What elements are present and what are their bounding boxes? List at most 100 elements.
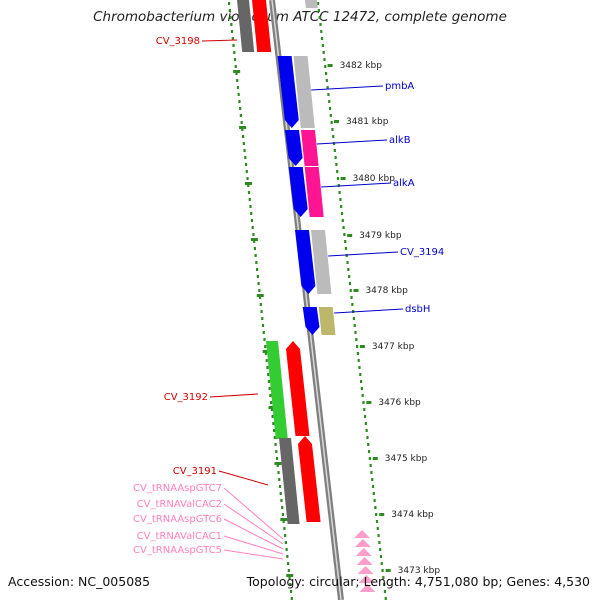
kbp-label: 3479 kbp: [359, 231, 402, 241]
inner-tick-dot: [286, 562, 290, 565]
inner-tick-dot: [264, 345, 267, 348]
forward-gene-leader-line: [311, 85, 384, 91]
outer-tick-dot: [354, 331, 357, 334]
inner-tick-dot: [245, 170, 248, 173]
inner-major-tick: [256, 294, 264, 297]
outer-tick-dot: [380, 562, 383, 565]
outer-tick-dot: [362, 401, 365, 404]
outer-tick-dot: [327, 93, 330, 96]
outer-major-tick: [366, 401, 372, 404]
outer-tick-dot: [353, 324, 356, 327]
outer-tick-dot: [346, 261, 349, 264]
inner-tick-dot: [233, 51, 236, 54]
inner-tick-dot: [250, 212, 253, 215]
inner-tick-dot: [235, 72, 238, 75]
outer-tick-dot: [359, 373, 362, 376]
inner-tick-dot: [256, 275, 259, 278]
top-grey-feature: [237, 0, 255, 52]
outer-tick-dot: [378, 541, 381, 544]
outer-tick-dot: [367, 443, 370, 446]
top-forward-feature: [305, 0, 318, 8]
forward-gene-label: CV_3194: [400, 247, 444, 258]
forward-gene-companion-box: [311, 230, 332, 294]
trna-gene-label: CV_tRNAAspGTC6: [133, 514, 222, 525]
forward-gene-arrow: [302, 307, 320, 335]
forward-gene-companion-box: [304, 167, 324, 217]
outer-major-tick: [340, 177, 346, 180]
forward-gene-companion-box: [301, 130, 319, 166]
inner-tick-dot: [270, 408, 273, 411]
inner-tick-dot: [244, 163, 248, 166]
outer-tick-dot: [375, 520, 379, 523]
forward-gene-label: pmbA: [385, 81, 414, 92]
outer-tick-dot: [344, 247, 348, 250]
inner-tick-dot: [242, 142, 245, 145]
inner-tick-dot: [253, 240, 256, 243]
outer-tick-dot: [351, 303, 354, 306]
reverse-green-feature: [266, 341, 288, 439]
inner-tick-dot: [280, 499, 283, 502]
outer-tick-dot: [321, 44, 324, 47]
outer-tick-dot: [324, 72, 328, 75]
inner-tick-dot: [279, 492, 282, 495]
outer-tick-dot: [345, 254, 348, 257]
outer-tick-dot: [329, 114, 332, 117]
outer-tick-dot: [373, 499, 376, 502]
inner-tick-dot: [230, 30, 234, 33]
reverse-gene-arrow: [298, 436, 321, 522]
outer-tick-dot: [334, 156, 337, 159]
reverse-gene-leader-line: [209, 393, 259, 398]
inner-tick-dot: [239, 107, 242, 110]
outer-tick-dot: [320, 30, 323, 33]
outer-major-tick: [359, 345, 365, 348]
outer-tick-dot: [359, 380, 363, 383]
inner-tick-dot: [267, 380, 271, 383]
outer-tick-dot: [379, 555, 383, 558]
inner-tick-dot: [271, 415, 274, 418]
inner-major-tick: [239, 126, 247, 129]
outer-tick-dot: [358, 366, 361, 369]
outer-tick-dot: [363, 415, 367, 418]
outer-tick-dot: [363, 408, 366, 411]
trna-leader-line: [223, 503, 284, 545]
inner-tick-dot: [261, 324, 265, 327]
trna-chevron: [359, 584, 376, 592]
inner-tick-dot: [289, 583, 292, 586]
reverse-gene-leader-line: [201, 39, 238, 42]
inner-major-tick: [233, 70, 241, 73]
outer-tick-dot: [357, 359, 360, 362]
map-title: Chromobacterium violaceum ATCC 12472, co…: [93, 9, 507, 25]
outer-major-tick: [327, 64, 333, 67]
inner-tick-dot: [258, 289, 261, 292]
outer-tick-dot: [342, 226, 345, 229]
forward-gene-arrow: [295, 230, 316, 294]
reverse-grey-feature: [279, 438, 300, 524]
inner-major-tick: [262, 350, 270, 353]
inner-tick-dot: [238, 100, 241, 103]
outer-tick-dot: [384, 597, 387, 600]
inner-tick-dot: [244, 156, 247, 159]
inner-tick-dot: [269, 394, 272, 397]
forward-gene-arrow: [277, 56, 299, 128]
inner-tick-dot: [260, 310, 263, 313]
inner-tick-dot: [237, 93, 240, 96]
forward-gene-companion-box: [293, 56, 315, 128]
inner-tick-dot: [262, 331, 265, 334]
inner-tick-dot: [229, 16, 232, 19]
outer-tick-dot: [335, 163, 338, 166]
trna-gene-label: CV_tRNAValCAC1: [137, 531, 222, 542]
inner-tick-dot: [278, 485, 282, 488]
outer-tick-dot: [332, 135, 335, 138]
inner-tick-dot: [257, 282, 260, 285]
inner-tick-dot: [246, 177, 249, 180]
outer-tick-dot: [326, 86, 329, 89]
inner-tick-dot: [285, 548, 288, 551]
outer-tick-dot: [365, 429, 368, 432]
inner-tick-dot: [261, 317, 264, 320]
inner-tick-dot: [250, 219, 254, 222]
outer-tick-dot: [324, 65, 327, 68]
outer-tick-dot: [348, 282, 352, 285]
outer-tick-dot: [347, 268, 350, 271]
outer-tick-dot: [350, 296, 353, 299]
